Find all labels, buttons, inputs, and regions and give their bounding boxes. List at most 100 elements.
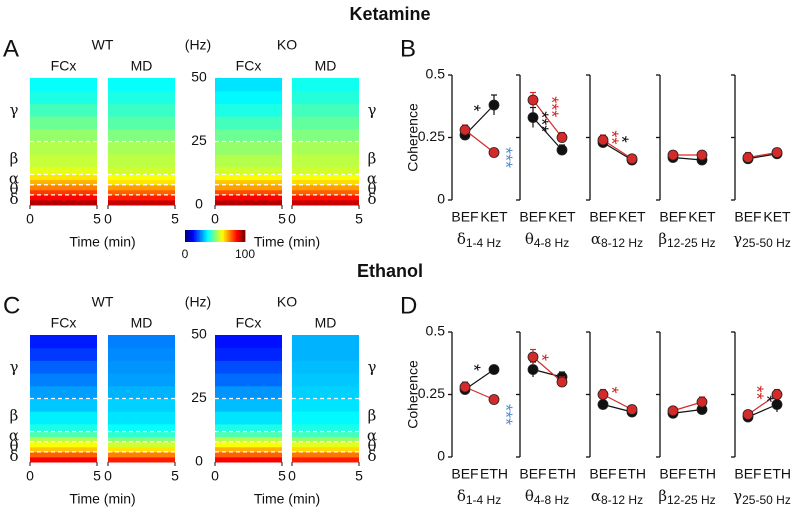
colorbar-step (210, 230, 213, 242)
band-label: θ (367, 437, 376, 455)
significance-stars: * (531, 354, 551, 361)
colorbar-step (200, 230, 202, 242)
heat-cell (215, 431, 282, 438)
data-point (597, 399, 609, 410)
band-label: β (10, 406, 19, 424)
band-label: δ (367, 190, 376, 208)
region-label: MD (315, 315, 337, 331)
heat-cell (292, 166, 359, 176)
series-line (532, 117, 563, 151)
x-tick-label: BEF (734, 209, 761, 225)
y-tick-label: 0 (437, 191, 445, 207)
band-symbol: γ (733, 230, 742, 248)
x-tick-label: KET (763, 209, 791, 225)
colorbar-step (243, 230, 246, 242)
heat-cell (30, 103, 97, 117)
panel-letter: C (3, 292, 20, 319)
colorbar-step (197, 230, 199, 242)
colorbar-step (189, 230, 192, 242)
band-label: γ (368, 358, 377, 376)
region-label: FCx (51, 58, 77, 74)
heat-cell (292, 141, 359, 155)
colorbar-step (194, 230, 196, 242)
heat-cell (215, 456, 282, 463)
colorbar-step (231, 230, 234, 242)
heat-cell (292, 347, 359, 361)
heat-cell (215, 199, 282, 206)
x-tick-label: 5 (171, 211, 179, 227)
heat-cell (292, 385, 359, 399)
y-tick-label: 50 (191, 326, 207, 342)
heat-cell (108, 446, 175, 453)
heat-cell (108, 179, 175, 186)
data-point (597, 134, 609, 146)
heat-cell (292, 189, 359, 196)
heat-cell (215, 154, 282, 168)
y-tick-label: 0.25 (418, 128, 445, 144)
x-axis-label: Time (min) (69, 234, 135, 250)
colorbar-step (212, 230, 214, 242)
section-title: Ethanol (357, 261, 423, 281)
band-label: α8-12 Hz (591, 230, 643, 250)
x-tick-label: BEF (519, 466, 546, 482)
band-symbol: θ (525, 230, 534, 248)
band-symbol: β (658, 487, 667, 505)
significance-stars: ** (601, 130, 621, 144)
heat-cell (30, 90, 97, 104)
band-symbol: θ (525, 487, 534, 505)
region-label: FCx (51, 315, 77, 331)
heat-cell (292, 199, 359, 206)
x-tick-label: 5 (171, 468, 179, 484)
band-symbol: β (658, 230, 667, 248)
x-tick-label: BEF (589, 466, 616, 482)
heat-cell (30, 441, 97, 448)
region-label: FCx (236, 315, 262, 331)
band-label: θ4-8 Hz (525, 487, 569, 507)
heat-cell (215, 423, 282, 433)
heat-cell (108, 103, 175, 117)
heat-cell (108, 335, 175, 349)
data-point (556, 376, 568, 388)
band-label: δ1-4 Hz (457, 487, 501, 507)
heat-cell (292, 441, 359, 448)
colorbar-step (195, 230, 198, 242)
heat-cell (108, 184, 175, 191)
colorbar-step (237, 230, 240, 242)
heat-cell (292, 436, 359, 443)
heat-cell (108, 78, 175, 92)
x-axis-label: Time (min) (254, 234, 320, 250)
heat-cell (30, 128, 97, 142)
x-tick-label: 5 (355, 211, 363, 227)
colorbar-tick-label: 100 (235, 247, 255, 261)
data-point (527, 112, 539, 123)
band-range: 25-50 Hz (742, 493, 791, 507)
x-tick-label: BEF (451, 466, 478, 482)
heat-cell (292, 360, 359, 374)
data-point (488, 364, 500, 375)
heat-cell (108, 128, 175, 142)
heat-cell (30, 451, 97, 458)
heat-cell (215, 174, 282, 181)
band-range: 8-12 Hz (601, 493, 643, 507)
significance-stars: *** (495, 404, 515, 425)
heat-cell (215, 166, 282, 176)
x-tick-label: 0 (26, 211, 34, 227)
y-axis-label: (Hz) (185, 294, 211, 310)
y-tick-label: 25 (191, 132, 207, 148)
heat-cell (292, 373, 359, 387)
heat-cell (30, 194, 97, 201)
group-label: KO (277, 37, 297, 53)
data-point (527, 351, 539, 363)
heat-cell (215, 385, 282, 399)
x-tick-label: ETH (763, 466, 791, 482)
heat-cell (30, 385, 97, 399)
band-label: α (367, 427, 377, 445)
colorbar-step (185, 230, 187, 242)
data-point (488, 99, 500, 111)
heat-cell (30, 373, 97, 387)
heat-cell (292, 398, 359, 412)
x-tick-label: KET (688, 209, 716, 225)
data-point (556, 144, 568, 156)
colorbar-step (219, 230, 222, 242)
